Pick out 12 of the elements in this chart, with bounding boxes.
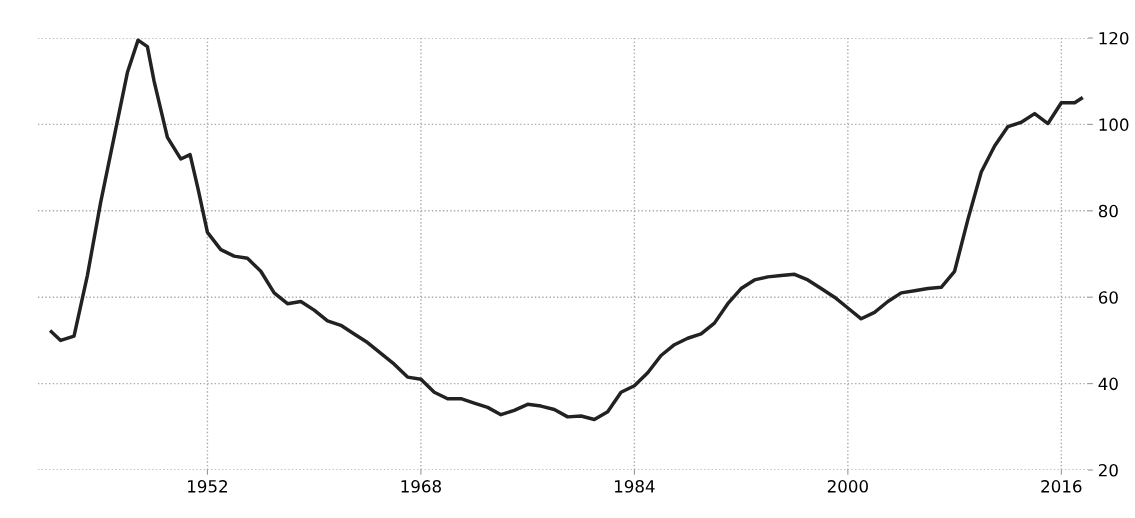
x-tick-label: 2000	[827, 480, 868, 493]
x-tick-label: 1984	[615, 480, 655, 493]
y-tick-label: 20	[1098, 463, 1118, 477]
x-tick-label: 1968	[401, 480, 441, 493]
y-tick-label: 100	[1099, 118, 1129, 131]
x-tick-label: 2016	[1041, 480, 1082, 493]
y-tick-label: 80	[1098, 204, 1118, 218]
y-tick-label: 120	[1099, 31, 1129, 45]
x-tick-label: 1952	[188, 480, 227, 493]
y-tick-label: 40	[1098, 377, 1118, 391]
line-series	[49, 38, 1084, 422]
y-tick-label: 60	[1098, 291, 1118, 304]
